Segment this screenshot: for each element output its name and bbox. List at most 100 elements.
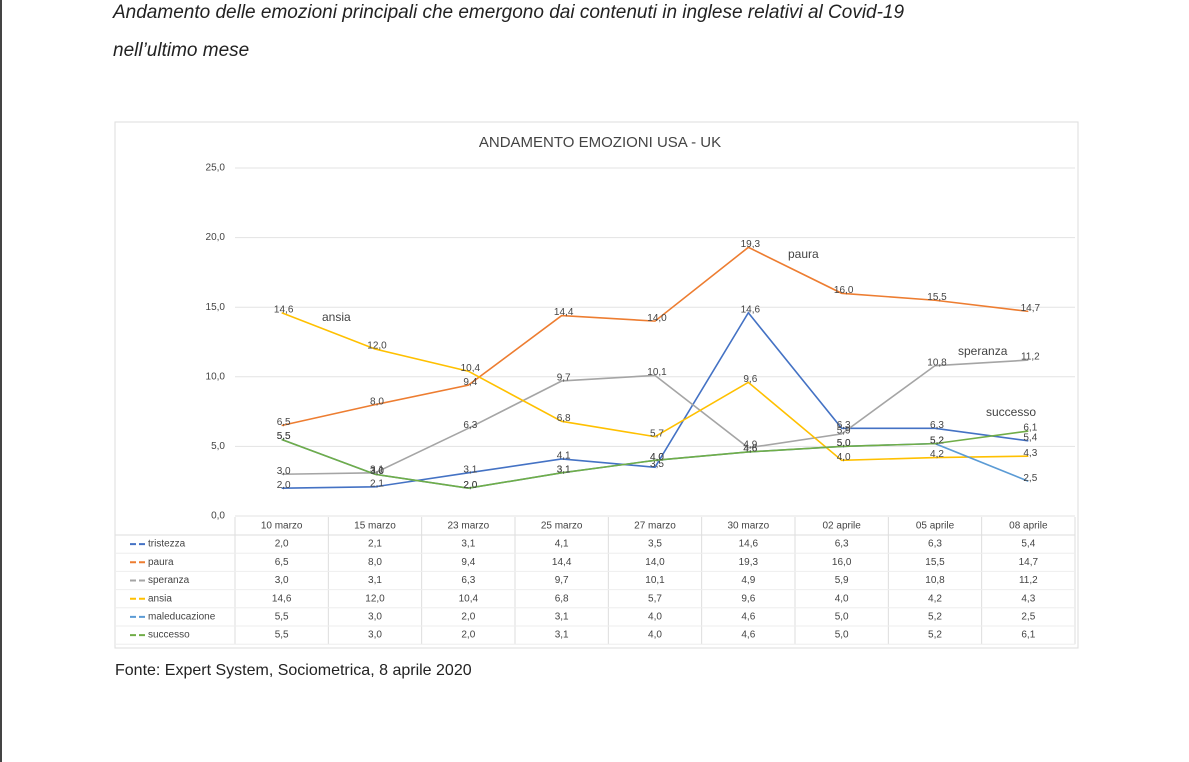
table-cell: 8,0 — [368, 557, 382, 568]
table-cell: 5,0 — [835, 612, 849, 623]
data-label: 5,0 — [837, 438, 851, 449]
y-tick-label: 15,0 — [206, 302, 226, 313]
data-label: 2,5 — [1023, 473, 1037, 484]
table-cell: 10,8 — [925, 575, 945, 586]
data-label: 14,6 — [741, 304, 761, 315]
table-cell: 6,8 — [555, 593, 569, 604]
table-cell: 2,0 — [275, 539, 289, 550]
doc-title: Andamento delle emozioni principali che … — [113, 2, 905, 23]
data-label: 5,5 — [277, 431, 291, 442]
data-label: 10,8 — [927, 357, 947, 368]
legend-label: ansia — [148, 593, 172, 604]
series-line — [281, 430, 1029, 489]
data-label: 11,2 — [1021, 352, 1040, 363]
data-label: 3,0 — [370, 466, 384, 477]
data-label: 8,0 — [370, 396, 384, 407]
table-cell: 11,2 — [1019, 575, 1038, 586]
data-label: 3,1 — [370, 464, 384, 475]
data-label: 3,1 — [557, 464, 571, 475]
series-line — [281, 312, 1029, 462]
table-cell: 5,9 — [835, 575, 849, 586]
data-label: 5,7 — [650, 428, 664, 439]
table-cell: 14,7 — [1019, 557, 1039, 568]
table-cell: 6,3 — [461, 575, 475, 586]
data-label: 4,0 — [650, 452, 664, 463]
data-label: 2,0 — [277, 480, 291, 491]
data-label: 15,5 — [927, 292, 947, 303]
data-label: 19,3 — [741, 239, 761, 250]
data-label: 3,1 — [557, 464, 571, 475]
x-tick-label: 30 marzo — [727, 521, 769, 532]
data-label: 3,0 — [277, 466, 291, 477]
table-cell: 12,0 — [365, 593, 385, 604]
data-label: 4,9 — [743, 439, 757, 450]
data-label: 2,0 — [463, 480, 477, 491]
table-cell: 4,3 — [1021, 593, 1035, 604]
table-cell: 3,1 — [555, 612, 569, 623]
data-label: 14,6 — [274, 304, 294, 315]
table-cell: 2,0 — [461, 612, 475, 623]
table-cell: 9,4 — [461, 557, 475, 568]
data-label: 10,4 — [461, 363, 481, 374]
legend-label: paura — [148, 557, 174, 568]
data-label: 2,1 — [370, 478, 384, 489]
table-cell: 14,0 — [645, 557, 665, 568]
x-tick-label: 27 marzo — [634, 521, 676, 532]
data-label: 6,8 — [557, 413, 571, 424]
table-cell: 6,5 — [275, 557, 289, 568]
x-tick-label: 10 marzo — [261, 521, 303, 532]
table-cell: 2,1 — [368, 539, 382, 550]
table-cell: 5,7 — [648, 593, 662, 604]
table-cell: 14,4 — [552, 557, 572, 568]
annotation: successo — [986, 405, 1036, 419]
table-cell: 5,0 — [835, 630, 849, 641]
table-cell: 9,6 — [741, 593, 755, 604]
table-cell: 16,0 — [832, 557, 852, 568]
table-cell: 3,5 — [648, 539, 662, 550]
table-cell: 6,1 — [1021, 630, 1035, 641]
table-cell: 4,2 — [928, 593, 942, 604]
table-cell: 3,1 — [461, 539, 475, 550]
data-label: 10,1 — [647, 367, 667, 378]
table-cell: 4,0 — [648, 612, 662, 623]
data-label: 4,3 — [1023, 448, 1037, 459]
table-cell: 9,7 — [555, 575, 569, 586]
table-cell: 4,6 — [741, 612, 755, 623]
table-cell: 14,6 — [272, 593, 292, 604]
table-cell: 3,1 — [555, 630, 569, 641]
table-cell: 2,0 — [461, 630, 475, 641]
data-label: 14,4 — [554, 307, 574, 318]
data-label: 6,1 — [1023, 423, 1037, 434]
data-label: 5,9 — [837, 426, 851, 437]
annotation: speranza — [958, 344, 1008, 358]
data-label: 3,0 — [370, 466, 384, 477]
table-cell: 4,1 — [555, 539, 569, 550]
legend-label: speranza — [148, 575, 190, 586]
data-label: 4,6 — [743, 444, 757, 455]
data-label: 6,3 — [837, 420, 851, 431]
data-label: 4,1 — [557, 451, 571, 462]
table-cell: 6,3 — [835, 539, 849, 550]
data-label: 16,0 — [834, 285, 854, 296]
y-tick-label: 0,0 — [211, 511, 225, 522]
y-tick-label: 5,0 — [211, 441, 225, 452]
y-tick-label: 25,0 — [206, 163, 226, 174]
x-tick-label: 25 marzo — [541, 521, 583, 532]
table-cell: 5,2 — [928, 612, 942, 623]
data-label: 4,0 — [650, 452, 664, 463]
annotation: ansia — [322, 310, 351, 324]
data-label: 9,6 — [743, 374, 757, 385]
legend-label: maleducazione — [148, 612, 216, 623]
series-line — [281, 246, 1029, 427]
table-cell: 6,3 — [928, 539, 942, 550]
x-tick-label: 08 aprile — [1009, 521, 1048, 532]
table-cell: 4,0 — [648, 630, 662, 641]
data-label: 6,3 — [930, 420, 944, 431]
table-cell: 5,2 — [928, 630, 942, 641]
table-cell: 15,5 — [925, 557, 945, 568]
series-line — [281, 359, 1029, 476]
table-cell: 10,1 — [645, 575, 665, 586]
data-label: 5,2 — [930, 435, 944, 446]
